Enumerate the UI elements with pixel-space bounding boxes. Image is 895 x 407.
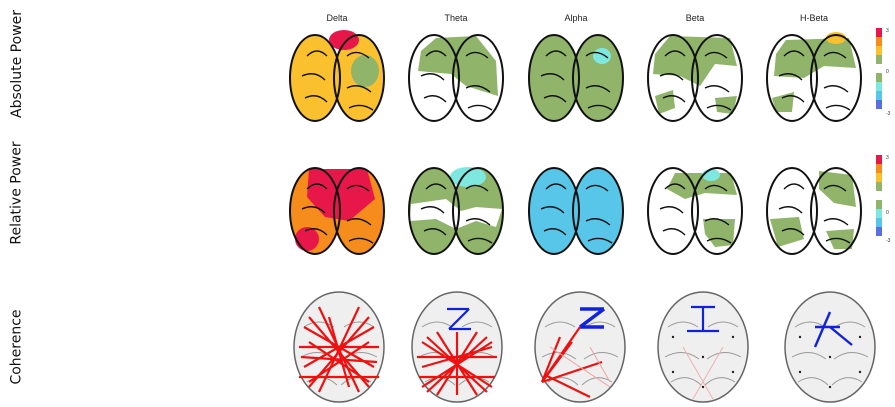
row-label-relative-power: Relative Power (0, 128, 34, 258)
colorbar-swatch (876, 227, 882, 236)
colorbar-swatch (876, 91, 882, 100)
colorbar-tick-mid: 0 (886, 69, 889, 75)
coherence-map-h-beta (784, 291, 876, 403)
colorbar-swatch (876, 73, 882, 82)
brain-map-relative-h-beta (766, 167, 862, 255)
colorbar-swatch (876, 191, 882, 200)
colorbar-tick-bottom: -3 (886, 238, 891, 244)
row-label-text: Coherence (9, 309, 26, 385)
coherence-map-theta (411, 291, 503, 403)
colorbar-tick-top: 3 (886, 155, 889, 161)
brain-map-absolute-alpha (528, 34, 624, 122)
coherence-map-beta (657, 291, 749, 403)
colorbar-absolute (876, 28, 882, 109)
row-label-coherence: Coherence (0, 292, 34, 402)
brain-map-relative-theta (408, 167, 504, 255)
band-label-alpha: Alpha (564, 13, 588, 23)
brain-map-absolute-delta (289, 30, 385, 122)
band-label-beta: Beta (685, 13, 705, 23)
brain-map-absolute-beta (647, 34, 743, 122)
colorbar-swatch (876, 200, 882, 209)
colorbar-swatch (876, 182, 882, 191)
coherence-map-alpha (534, 291, 626, 403)
band-label-h-beta: H-Beta (799, 13, 828, 23)
row-label-text: Absolute Power (9, 10, 25, 118)
row-label-text: Relative Power (9, 141, 25, 245)
colorbar-swatch (876, 55, 882, 64)
colorbar-swatch (876, 46, 882, 55)
colorbar-swatch (876, 218, 882, 227)
brain-map-relative-alpha (528, 167, 624, 255)
band-label-theta: Theta (444, 13, 468, 23)
colorbar-swatch (876, 28, 882, 37)
colorbar-swatch (876, 173, 882, 182)
brain-map-absolute-theta (408, 34, 504, 122)
colorbar-swatch (876, 209, 882, 218)
colorbar-swatch (876, 164, 882, 173)
coherence-map-delta (293, 291, 385, 403)
brain-map-relative-delta (289, 167, 385, 255)
colorbar-swatch (876, 82, 882, 91)
band-label-delta: Delta (326, 13, 348, 23)
brain-map-relative-beta (647, 167, 743, 255)
colorbar-tick-mid: 0 (886, 210, 889, 216)
colorbar-swatch (876, 37, 882, 46)
colorbar-swatch (876, 100, 882, 109)
brain-map-absolute-h-beta (766, 32, 862, 122)
colorbar-relative (876, 155, 882, 236)
colorbar-tick-bottom: -3 (886, 111, 891, 117)
row-label-absolute-power: Absolute Power (0, 0, 34, 128)
colorbar-tick-top: 3 (886, 28, 889, 34)
colorbar-swatch (876, 155, 882, 164)
colorbar-swatch (876, 64, 882, 73)
